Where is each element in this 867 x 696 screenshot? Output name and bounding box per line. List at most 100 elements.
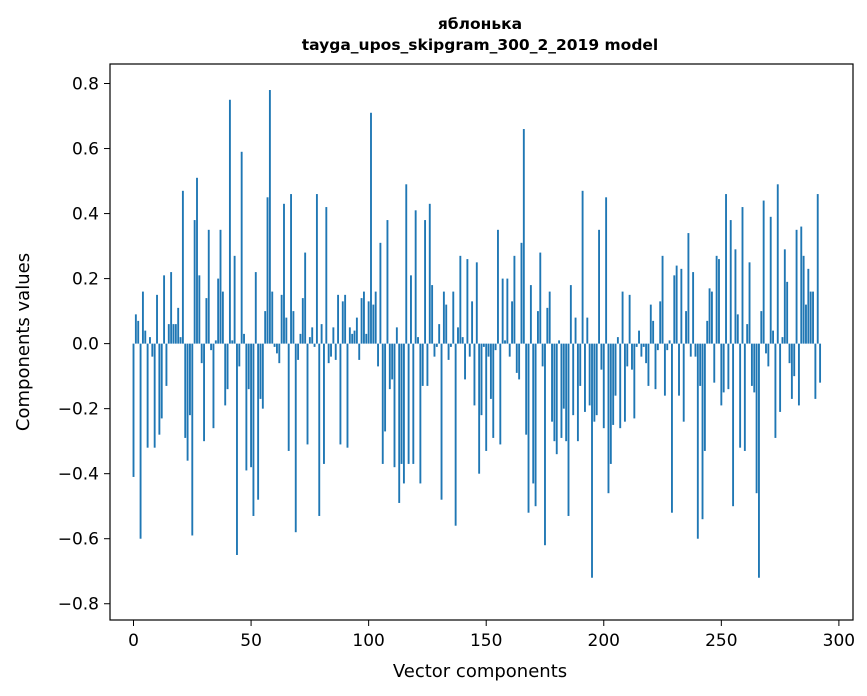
x-tick-label: 300	[823, 631, 855, 651]
bar	[320, 324, 323, 344]
chart-title: яблонька	[438, 15, 522, 33]
bar	[722, 343, 725, 393]
bar	[682, 343, 685, 422]
bar	[292, 311, 295, 344]
bar	[189, 343, 191, 416]
bar	[478, 343, 481, 474]
bar	[654, 343, 657, 390]
bar	[461, 337, 464, 344]
bar	[141, 291, 144, 344]
bar	[294, 343, 297, 533]
bar	[548, 291, 551, 344]
bar	[562, 343, 565, 409]
bar	[221, 291, 224, 344]
bar	[297, 343, 300, 360]
bar	[485, 343, 488, 451]
bar	[259, 343, 262, 399]
bar	[501, 278, 504, 344]
bar	[607, 343, 610, 494]
bar	[750, 343, 753, 386]
bar	[696, 343, 699, 539]
bar	[405, 184, 408, 344]
bar	[144, 330, 147, 344]
bar	[534, 343, 537, 507]
bar	[407, 343, 410, 464]
bar	[694, 343, 697, 357]
bar	[652, 320, 655, 344]
bar	[692, 272, 695, 344]
bar	[748, 262, 751, 344]
bar	[332, 327, 335, 344]
bar	[412, 343, 415, 464]
bar	[628, 294, 631, 344]
bar	[351, 333, 354, 344]
bar	[372, 304, 375, 344]
bar	[640, 343, 643, 357]
bar	[529, 285, 532, 344]
bar	[511, 301, 514, 344]
y-tick-label: 0.8	[72, 75, 99, 95]
bar	[466, 259, 469, 344]
bar	[623, 343, 626, 422]
bar	[767, 343, 770, 367]
bar	[776, 184, 779, 344]
bar	[325, 207, 328, 344]
bar	[790, 343, 793, 399]
bar	[163, 275, 166, 344]
bar	[816, 194, 819, 344]
bars-group	[132, 90, 822, 578]
bar	[313, 343, 316, 347]
bar	[438, 324, 441, 344]
bar	[238, 343, 241, 367]
bar	[755, 343, 758, 494]
bar	[631, 343, 633, 370]
bar	[805, 304, 807, 344]
bar	[386, 220, 389, 344]
bar	[410, 275, 412, 344]
bar	[621, 291, 624, 344]
bar	[685, 311, 687, 344]
bar	[250, 343, 253, 468]
bar	[370, 112, 372, 344]
bar	[656, 343, 659, 351]
bar	[424, 220, 427, 344]
y-tick-label: −0.8	[58, 595, 99, 615]
bar	[233, 255, 236, 344]
y-tick-label: 0.6	[72, 140, 99, 160]
bar	[772, 330, 774, 344]
x-tick-label: 200	[588, 631, 620, 651]
bar	[729, 220, 732, 344]
bar	[391, 343, 394, 380]
bar	[633, 343, 636, 419]
bar	[435, 343, 438, 347]
bar	[153, 343, 156, 448]
x-tick-label: 50	[240, 631, 262, 651]
bar	[200, 343, 203, 364]
bar	[701, 343, 704, 520]
bar	[198, 275, 201, 344]
bar	[452, 291, 455, 344]
bar	[515, 343, 518, 373]
bar	[374, 291, 377, 344]
bar	[323, 343, 325, 464]
bar	[149, 337, 151, 344]
bar	[156, 294, 158, 344]
bar	[734, 249, 737, 344]
bar	[257, 343, 260, 500]
bar	[765, 343, 767, 354]
bar	[584, 343, 586, 412]
bar	[172, 324, 175, 344]
y-tick-label: 0.0	[72, 335, 99, 355]
bar	[228, 99, 231, 344]
bar	[177, 307, 180, 344]
bar	[381, 343, 384, 464]
bar	[574, 317, 577, 344]
bar	[687, 233, 690, 344]
bar	[638, 330, 640, 344]
bar	[273, 343, 276, 347]
bar	[280, 294, 283, 344]
bar	[680, 268, 683, 344]
bar	[572, 343, 575, 416]
bar	[414, 210, 417, 344]
